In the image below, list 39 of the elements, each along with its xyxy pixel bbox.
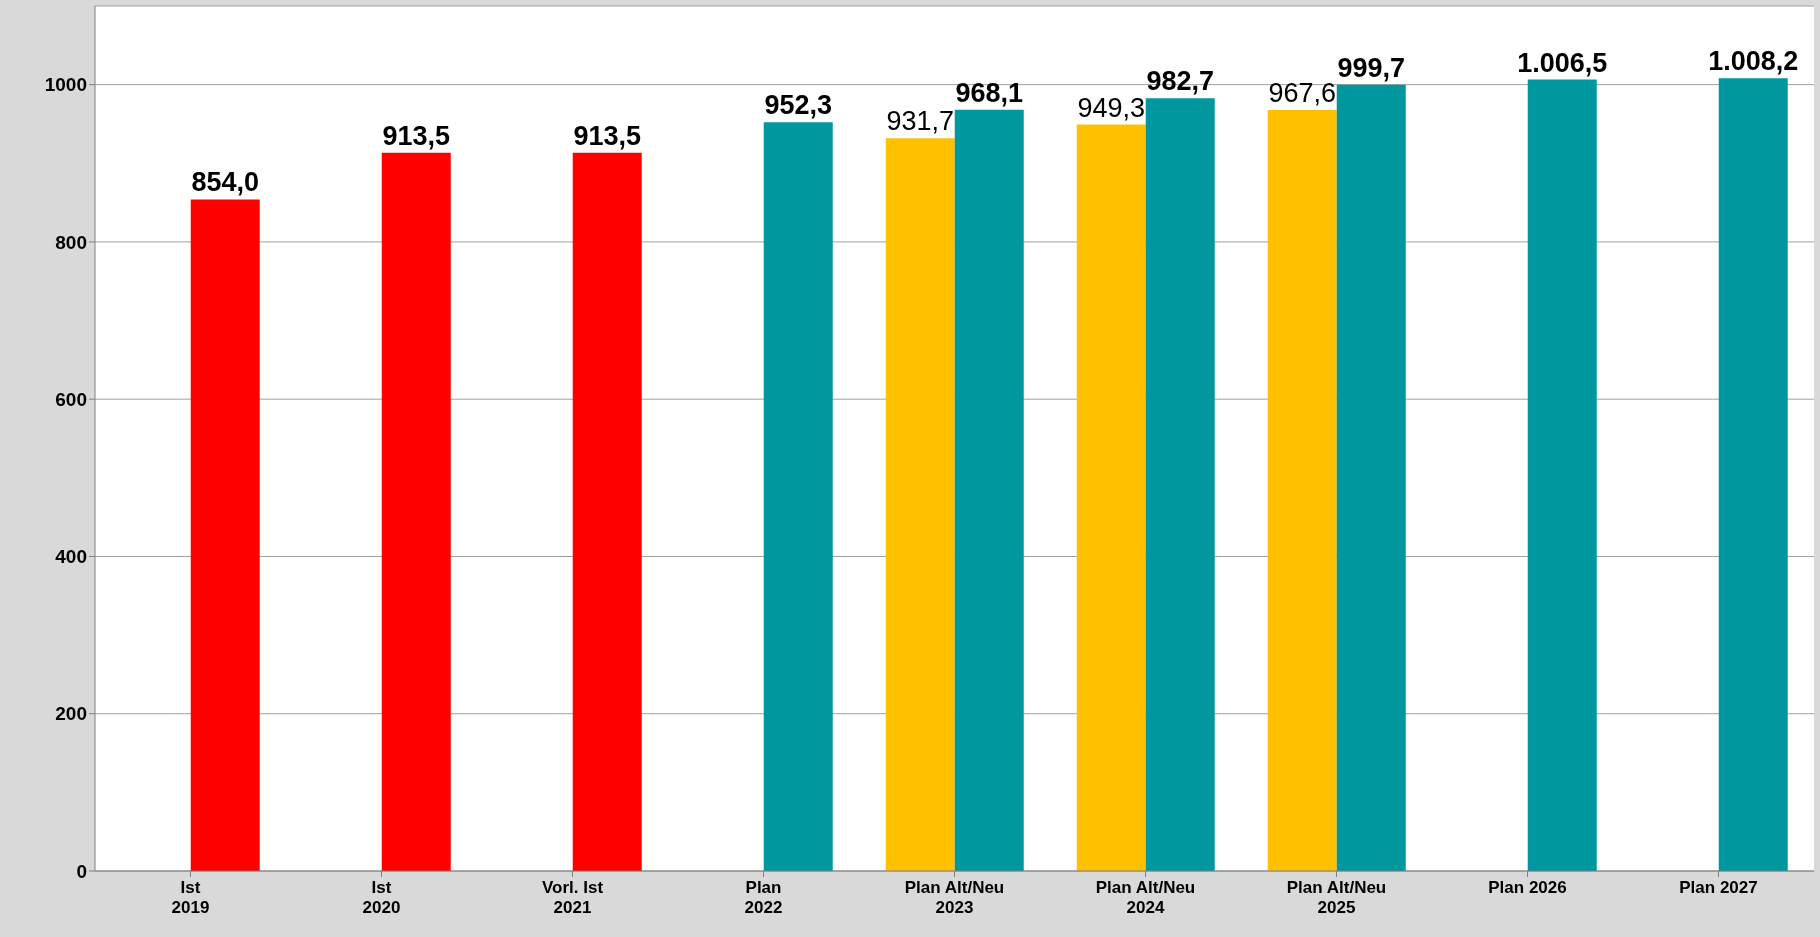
data-label: 949,3 — [1077, 92, 1146, 123]
data-label: 913,5 — [573, 120, 642, 151]
bar — [1145, 98, 1215, 871]
bar — [954, 109, 1024, 871]
y-tick-label: 200 — [55, 703, 87, 725]
data-label: 913,5 — [382, 120, 451, 151]
bar — [1718, 78, 1788, 871]
x-tick-label: Plan Alt/Neu 2024 — [1095, 878, 1196, 917]
y-tick-label: 400 — [55, 546, 87, 568]
data-label: 968,1 — [955, 77, 1024, 108]
bar — [1267, 110, 1337, 871]
x-tick-label: Ist 2020 — [362, 878, 401, 917]
x-tick-label: Vorl. Ist 2021 — [541, 878, 604, 917]
data-label: 931,7 — [886, 106, 955, 137]
x-tick-label: Plan 2027 — [1679, 878, 1758, 897]
bar — [381, 152, 451, 871]
data-label: 967,6 — [1268, 78, 1337, 109]
data-label: 1.006,5 — [1517, 47, 1608, 78]
bar — [885, 138, 955, 871]
bar — [1527, 79, 1597, 871]
x-tick-label: Plan Alt/Neu 2025 — [1286, 878, 1387, 917]
x-tick-label: Plan 2026 — [1488, 878, 1567, 897]
bar — [1336, 84, 1406, 871]
data-label: 952,3 — [764, 90, 833, 121]
y-tick-label: 1000 — [44, 74, 87, 96]
data-label: 854,0 — [191, 167, 260, 198]
bar — [1076, 124, 1146, 871]
bar — [572, 152, 642, 871]
y-tick-label: 0 — [76, 860, 87, 882]
x-tick-label: Ist 2019 — [171, 878, 210, 917]
data-label: 982,7 — [1146, 66, 1215, 97]
y-tick-label: 600 — [55, 388, 87, 410]
x-tick-label: Plan Alt/Neu 2023 — [904, 878, 1005, 917]
data-label: 999,7 — [1337, 52, 1406, 83]
data-label: 1.008,2 — [1708, 46, 1799, 77]
y-tick-label: 800 — [55, 231, 87, 253]
bar — [190, 199, 260, 871]
x-tick-label: Plan 2022 — [744, 878, 783, 917]
bar — [763, 122, 833, 871]
